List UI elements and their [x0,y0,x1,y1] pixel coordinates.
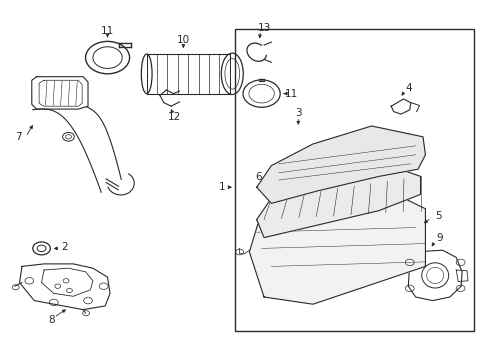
Bar [234,29,473,331]
Text: 7: 7 [15,132,21,142]
Text: 13: 13 [257,23,270,33]
Text: 11: 11 [101,26,114,36]
Text: 4: 4 [404,83,411,93]
Text: 10: 10 [177,35,189,45]
Text: 8: 8 [48,315,55,325]
Text: 6: 6 [254,172,261,182]
Polygon shape [256,126,425,203]
Text: 11: 11 [284,89,297,99]
Text: 1: 1 [219,182,225,192]
Polygon shape [249,187,425,304]
Polygon shape [256,163,420,238]
Text: 9: 9 [436,233,443,243]
Text: 12: 12 [167,112,181,122]
Text: 2: 2 [61,242,68,252]
Text: 3: 3 [294,108,301,118]
Text: 5: 5 [434,211,441,221]
